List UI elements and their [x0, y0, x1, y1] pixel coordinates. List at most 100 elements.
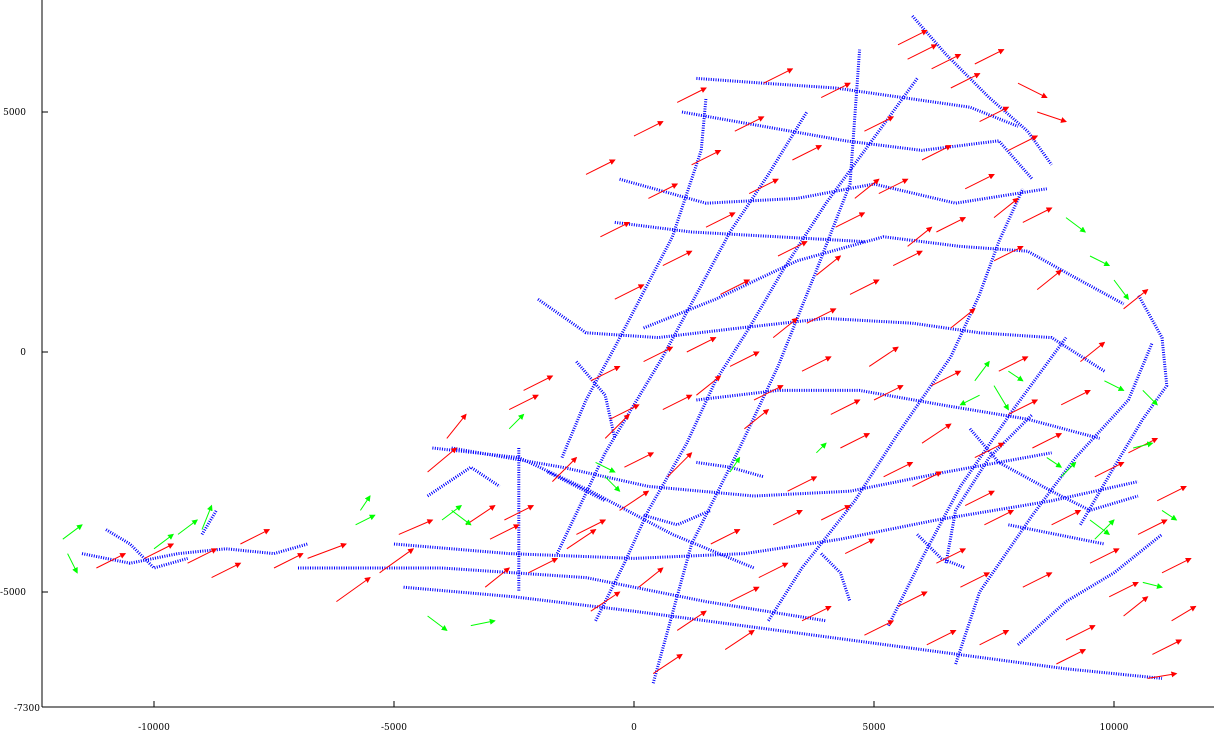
red-arrow	[792, 145, 823, 161]
red-arrow	[931, 53, 962, 70]
blue-dot-path	[614, 220, 865, 244]
blue-dot-path	[1016, 533, 1163, 646]
red-arrow	[993, 245, 1024, 262]
green-arrow	[1089, 255, 1111, 267]
red-arrow	[1022, 572, 1053, 588]
x-tick-label: -5000	[381, 723, 407, 733]
green-arrow	[451, 509, 472, 526]
red-arrow	[489, 524, 520, 540]
red-arrow	[873, 385, 904, 401]
green-arrow	[427, 615, 448, 632]
red-arrow	[705, 212, 736, 228]
red-arrow	[734, 116, 765, 132]
green-arrow	[62, 524, 83, 540]
red-arrow	[576, 519, 607, 535]
red-arrow	[211, 562, 242, 579]
red-arrow	[662, 394, 693, 411]
red-arrow	[566, 529, 597, 550]
green-arrow	[1142, 390, 1158, 406]
green-arrow	[1142, 581, 1163, 589]
green-arrow	[1113, 279, 1130, 301]
red-arrow	[667, 452, 693, 478]
red-arrow	[772, 509, 803, 526]
blue-dot-path	[767, 188, 1025, 622]
red-arrow	[729, 586, 760, 603]
red-arrow	[446, 413, 467, 439]
green-arrow	[153, 533, 174, 550]
red-arrow	[1094, 461, 1125, 478]
blue-dot-path	[696, 460, 765, 479]
red-arrow	[964, 173, 995, 190]
red-arrow	[1008, 399, 1039, 415]
red-arrow	[144, 543, 175, 559]
blue-dot-path	[546, 470, 606, 503]
red-arrow	[772, 317, 798, 338]
green-arrow	[1133, 441, 1154, 449]
red-arrow	[897, 591, 928, 607]
green-arrow	[508, 413, 525, 430]
green-arrow	[1046, 457, 1063, 468]
red-arrow	[849, 279, 880, 295]
red-arrow	[686, 337, 717, 353]
red-arrow	[604, 413, 630, 439]
red-arrow	[998, 356, 1029, 372]
red-arrow	[273, 553, 304, 569]
green-arrow	[959, 394, 980, 406]
red-arrow	[835, 212, 866, 228]
blue-dot-path	[887, 336, 1068, 627]
green-arrow	[1094, 519, 1115, 540]
blue-dot-path	[575, 360, 617, 439]
red-arrow	[864, 620, 895, 636]
red-arrow	[1056, 649, 1087, 665]
x-tick-label: 0	[631, 723, 637, 733]
blue-dot-path	[298, 566, 827, 623]
red-arrow	[710, 529, 741, 545]
blue-dot-path	[696, 388, 1100, 440]
red-arrow	[1017, 82, 1048, 99]
red-arrow	[336, 577, 371, 603]
red-arrow	[633, 121, 664, 137]
red-arrow	[763, 68, 794, 84]
y-tick-label: 5000	[3, 108, 26, 118]
x-tick-label: -10000	[138, 723, 170, 733]
red-arrow	[729, 351, 760, 367]
red-arrow	[585, 159, 616, 175]
red-arrow	[96, 553, 127, 569]
blue-dot-path	[594, 77, 919, 622]
red-arrow	[936, 217, 967, 233]
x-tick-label: 10000	[1100, 723, 1129, 733]
red-arrow	[801, 605, 832, 622]
red-arrow	[676, 87, 707, 103]
blue-dot-path	[820, 552, 852, 603]
green-arrow-series	[62, 217, 1178, 632]
green-arrow	[595, 461, 616, 473]
red-arrow	[379, 548, 415, 574]
red-arrow	[921, 423, 952, 444]
red-arrow	[619, 490, 650, 511]
blue-dot-path	[1079, 293, 1169, 526]
green-arrow	[441, 505, 463, 521]
red-arrow	[801, 356, 832, 372]
red-arrow	[974, 442, 1005, 459]
red-arrow	[753, 385, 784, 401]
red-arrow	[691, 149, 722, 166]
axis-ticks: -10000 -5000 0 5000 10000 -5000 0 5000	[0, 108, 1129, 733]
red-arrow	[1161, 557, 1192, 574]
red-arrow	[806, 308, 837, 324]
red-arrow	[1147, 671, 1178, 679]
blue-dot-path	[696, 76, 1019, 128]
red-arrow	[993, 197, 1019, 218]
green-arrow	[201, 504, 213, 530]
red-arrow-series	[96, 29, 1197, 679]
red-arrow	[1123, 596, 1149, 617]
red-arrow	[696, 375, 722, 396]
red-arrow	[523, 375, 554, 391]
red-arrow	[979, 629, 1010, 646]
blue-dot-path	[651, 49, 862, 684]
red-arrow	[1123, 288, 1149, 310]
blue-dot-path	[619, 177, 1048, 205]
red-arrow	[398, 519, 434, 535]
red-arrow	[1032, 433, 1063, 449]
red-arrow	[883, 461, 914, 478]
red-arrow	[240, 529, 271, 545]
